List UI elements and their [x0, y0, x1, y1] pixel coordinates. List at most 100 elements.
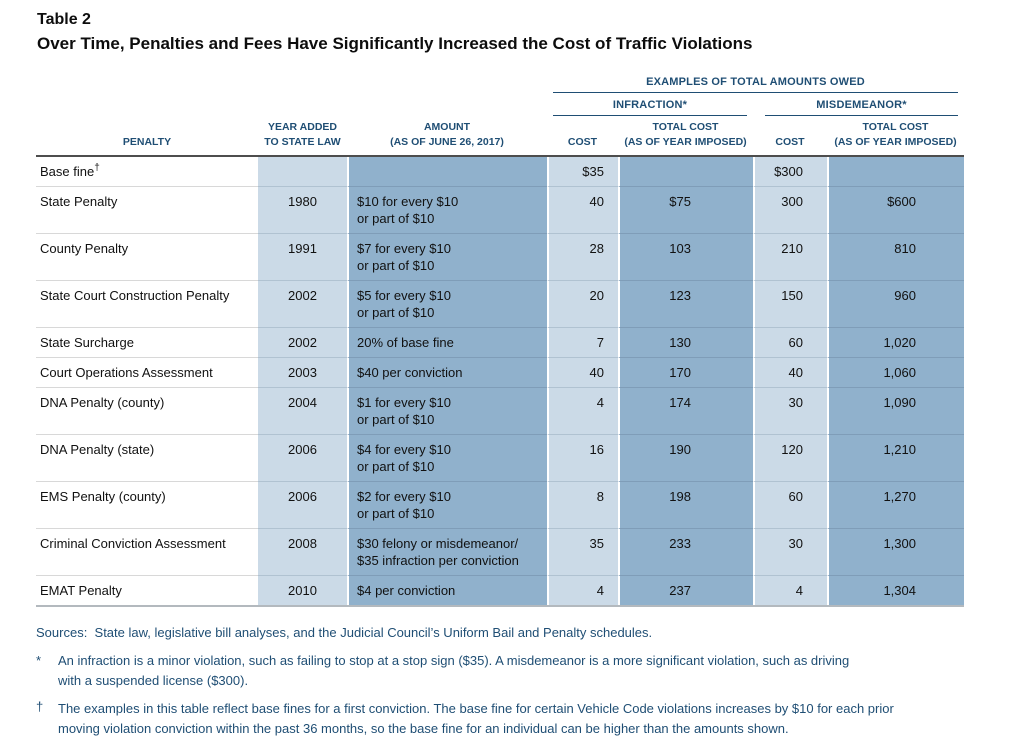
- table-row: County Penalty 1991 $7 for every $10 or …: [36, 232, 964, 280]
- infraction-cost-column-header: COST: [567, 135, 598, 148]
- examples-owed-header: EXAMPLES OF TOTAL AMOUNTS OWED: [553, 76, 958, 94]
- misdemeanor-cost-cell: 30: [753, 527, 827, 575]
- group-header-row: EXAMPLES OF TOTAL AMOUNTS OWED: [36, 76, 964, 94]
- subgroup-header-row: INFRACTION* MISDEMEANOR*: [36, 93, 964, 117]
- year-cell: 2008: [258, 527, 347, 575]
- table-row: Criminal Conviction Assessment 2008 $30 …: [36, 527, 964, 575]
- amount-cell: $10 for every $10 or part of $10: [347, 185, 547, 233]
- penalty-cell: Base fine†: [36, 156, 258, 186]
- misdemeanor-header: MISDEMEANOR*: [765, 93, 958, 117]
- column-header-row: PENALTY YEAR ADDED TO STATE LAW AMOUNT (…: [36, 116, 964, 157]
- year-cell: 2010: [258, 574, 347, 605]
- misdemeanor-total-cell: 960: [827, 279, 964, 327]
- table-title: Over Time, Penalties and Fees Have Signi…: [37, 34, 753, 54]
- misdemeanor-cost-cell: 210: [753, 232, 827, 280]
- amount-cell: $7 for every $10 or part of $10: [347, 232, 547, 280]
- year-cell: 2003: [258, 356, 347, 387]
- infraction-total-cell: 190: [618, 433, 753, 481]
- table-row: Court Operations Assessment 2003 $40 per…: [36, 356, 964, 387]
- footnote-text: The examples in this table reflect base …: [58, 701, 894, 736]
- misdemeanor-total-column-header: TOTAL COST (AS OF YEAR IMPOSED): [834, 121, 957, 148]
- penalties-fees-table: EXAMPLES OF TOTAL AMOUNTS OWED INFRACTIO…: [36, 76, 964, 607]
- infraction-total-cell: 237: [618, 574, 753, 605]
- misdemeanor-total-cell: 1,090: [827, 386, 964, 434]
- footnote-dagger: † The examples in this table reflect bas…: [36, 699, 992, 738]
- misdemeanor-total-cell: 1,210: [827, 433, 964, 481]
- penalty-cell: State Court Construction Penalty: [36, 279, 258, 327]
- dagger-mark: †: [94, 162, 100, 174]
- infraction-total-cell: [618, 156, 753, 186]
- misdemeanor-cost-cell: $300: [753, 156, 827, 186]
- penalty-cell: EMAT Penalty: [36, 574, 258, 605]
- infraction-total-cell: $75: [618, 185, 753, 233]
- penalty-cell: State Penalty: [36, 185, 258, 233]
- infraction-total-cell: 123: [618, 279, 753, 327]
- amount-cell: $1 for every $10 or part of $10: [347, 386, 547, 434]
- penalty-label: Base fine: [40, 163, 95, 179]
- penalty-cell: Court Operations Assessment: [36, 356, 258, 387]
- penalty-cell: County Penalty: [36, 232, 258, 280]
- misdemeanor-cost-cell: 60: [753, 326, 827, 357]
- year-cell: 2004: [258, 386, 347, 434]
- infraction-total-cell: 103: [618, 232, 753, 280]
- misdemeanor-total-cell: 1,300: [827, 527, 964, 575]
- infraction-cost-cell: 7: [547, 326, 618, 357]
- table-row: State Surcharge 2002 20% of base fine 7 …: [36, 326, 964, 357]
- infraction-header: INFRACTION*: [553, 93, 747, 117]
- table-row: DNA Penalty (state) 2006 $4 for every $1…: [36, 433, 964, 481]
- footnote-text: An infraction is a minor violation, such…: [58, 653, 850, 688]
- infraction-total-cell: 170: [618, 356, 753, 387]
- year-cell: 1991: [258, 232, 347, 280]
- year-column-header: YEAR ADDED TO STATE LAW: [264, 121, 341, 148]
- infraction-cost-cell: 4: [547, 574, 618, 605]
- amount-cell: $2 for every $10 or part of $10: [347, 480, 547, 528]
- infraction-total-column-header: TOTAL COST (AS OF YEAR IMPOSED): [624, 121, 747, 148]
- penalty-cell: DNA Penalty (county): [36, 386, 258, 434]
- misdemeanor-total-cell: 810: [827, 232, 964, 280]
- table-row: State Penalty 1980 $10 for every $10 or …: [36, 185, 964, 233]
- penalty-cell: EMS Penalty (county): [36, 480, 258, 528]
- infraction-cost-cell: 20: [547, 279, 618, 327]
- misdemeanor-cost-cell: 300: [753, 185, 827, 233]
- amount-cell: [347, 156, 547, 186]
- penalty-cell: Criminal Conviction Assessment: [36, 527, 258, 575]
- penalty-cell: State Surcharge: [36, 326, 258, 357]
- misdemeanor-total-cell: 1,020: [827, 326, 964, 357]
- footnote-asterisk: * An infraction is a minor violation, su…: [36, 651, 992, 690]
- footnotes: Sources: State law, legislative bill ana…: [36, 623, 992, 739]
- amount-cell: 20% of base fine: [347, 326, 547, 357]
- infraction-cost-cell: 16: [547, 433, 618, 481]
- infraction-cost-cell: 40: [547, 185, 618, 233]
- amount-column-header: AMOUNT (AS OF JUNE 26, 2017): [390, 121, 504, 148]
- table-row: EMAT Penalty 2010 $4 per conviction 4 23…: [36, 574, 964, 607]
- year-cell: 1980: [258, 185, 347, 233]
- infraction-cost-cell: 35: [547, 527, 618, 575]
- year-cell: [258, 156, 347, 186]
- misdemeanor-total-cell: 1,270: [827, 480, 964, 528]
- misdemeanor-cost-cell: 4: [753, 574, 827, 605]
- table-row: Base fine† $35 $300: [36, 156, 964, 186]
- asterisk-marker: *: [36, 653, 42, 669]
- infraction-cost-cell: 28: [547, 232, 618, 280]
- amount-cell: $4 per conviction: [347, 574, 547, 605]
- year-cell: 2002: [258, 279, 347, 327]
- misdemeanor-cost-cell: 60: [753, 480, 827, 528]
- penalty-column-header: PENALTY: [122, 135, 172, 148]
- misdemeanor-cost-cell: 150: [753, 279, 827, 327]
- table-row: State Court Construction Penalty 2002 $5…: [36, 279, 964, 327]
- infraction-cost-cell: 4: [547, 386, 618, 434]
- year-cell: 2006: [258, 433, 347, 481]
- infraction-cost-cell: $35: [547, 156, 618, 186]
- infraction-total-cell: 233: [618, 527, 753, 575]
- title-block: Table 2 Over Time, Penalties and Fees Ha…: [0, 0, 1024, 54]
- table-row: DNA Penalty (county) 2004 $1 for every $…: [36, 386, 964, 434]
- misdemeanor-total-cell: 1,304: [827, 574, 964, 605]
- amount-cell: $30 felony or misdemeanor/ $35 infractio…: [347, 527, 547, 575]
- sources-note: Sources: State law, legislative bill ana…: [36, 624, 653, 640]
- misdemeanor-total-cell: [827, 156, 964, 186]
- misdemeanor-total-cell: 1,060: [827, 356, 964, 387]
- table-row: EMS Penalty (county) 2006 $2 for every $…: [36, 480, 964, 528]
- infraction-total-cell: 174: [618, 386, 753, 434]
- amount-cell: $5 for every $10 or part of $10: [347, 279, 547, 327]
